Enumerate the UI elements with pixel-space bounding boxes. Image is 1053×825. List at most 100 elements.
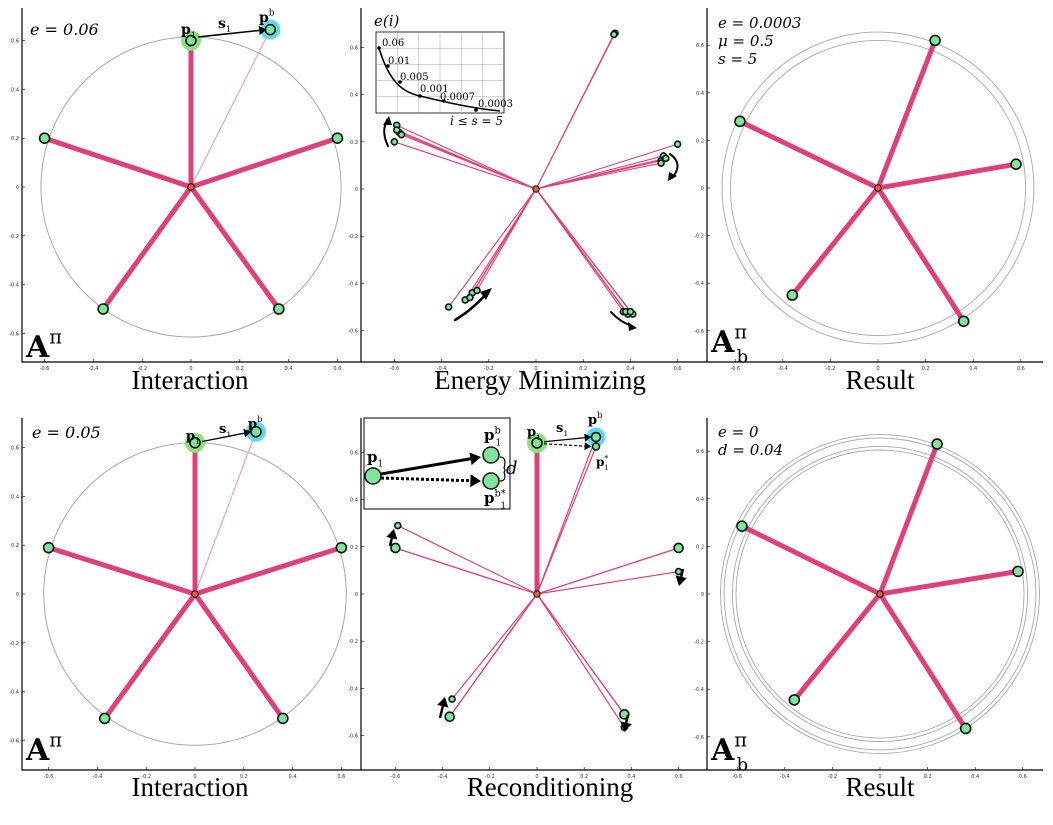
x-tick-label: 0.6	[1017, 366, 1025, 372]
node-1	[1010, 158, 1022, 170]
inset-node-pb	[482, 446, 500, 464]
spoke-2	[536, 593, 626, 716]
inset-label-pb: pb 1	[484, 425, 501, 448]
node-4	[42, 541, 55, 554]
spoke-1	[875, 161, 1019, 191]
y-tick-label: -0.6	[9, 738, 19, 744]
inset-value-1: 0.01	[388, 56, 410, 67]
motion-arrow-bottom-right-head	[620, 721, 632, 732]
inset-node-pbstar	[482, 472, 500, 490]
node-p1	[531, 437, 543, 449]
y-tick-label: -0.4	[694, 687, 704, 693]
spoke-iter-1-0	[535, 143, 679, 190]
spoke-3	[448, 593, 538, 718]
x-tick-label: -0.2	[484, 366, 494, 372]
inset-value-4: 0.0007	[440, 92, 475, 103]
spoke-3	[791, 591, 883, 703]
motion-arrow-left-head	[386, 529, 398, 540]
node-0	[931, 438, 943, 450]
x-tick-label: 0.6	[675, 774, 683, 780]
inset-title: e(i)	[374, 12, 400, 30]
spoke-1	[188, 135, 340, 190]
drag-spoke	[190, 29, 271, 188]
node-2	[277, 712, 289, 725]
node-pb	[264, 23, 277, 36]
inset-point-5	[474, 108, 478, 112]
y-tick-label: 0.6	[696, 449, 704, 455]
node-recond-4	[393, 521, 402, 530]
node-3	[786, 289, 799, 301]
d-label: d = 0.04	[718, 441, 783, 459]
result-circle-1	[723, 437, 1037, 751]
label-p1: p1	[527, 425, 541, 442]
spoke-4	[42, 135, 194, 190]
y-tick-label: 0.4	[350, 498, 358, 504]
spoke-iter-4-4	[396, 129, 537, 190]
node-3	[788, 694, 801, 706]
spoke-2	[877, 591, 969, 731]
node-iter-3-0	[444, 303, 453, 311]
y-tick-label: -0.4	[694, 281, 704, 287]
y-tick-label: -0.6	[694, 735, 704, 741]
inset-label-pbstar: pb* 1	[484, 488, 506, 511]
label-s1: s1	[556, 421, 568, 438]
mu-label: μ = 0.5	[718, 32, 774, 50]
node-iter-4-3	[397, 130, 406, 139]
motion-arrow-right-head	[675, 575, 687, 586]
x-tick-label: 0.6	[1019, 774, 1027, 780]
x-tick-label: 0	[876, 366, 879, 372]
inset-point-3	[418, 94, 422, 98]
x-tick-label: 0.6	[337, 774, 345, 780]
x-tick-label: 0.4	[969, 366, 977, 372]
motion-arrow-left	[388, 537, 394, 547]
node-1	[1012, 565, 1024, 578]
x-tick-label: -0.2	[828, 774, 838, 780]
center-node	[191, 590, 199, 598]
node-iter-0-1	[610, 30, 618, 39]
y-tick-label: -0.6	[694, 329, 704, 335]
node-2	[273, 303, 285, 315]
x-tick-label: 0.4	[285, 366, 293, 372]
x-tick-label: -0.6	[732, 774, 742, 780]
drag-spoke	[536, 436, 597, 595]
x-tick-label: -0.4	[437, 366, 447, 372]
spoke-0	[877, 441, 940, 597]
node-0	[929, 34, 941, 47]
label-pb: pb	[588, 410, 603, 428]
node-3	[444, 711, 455, 723]
y-tick-label: 0	[701, 186, 704, 192]
energy-label: e = 0	[718, 423, 759, 441]
caption-bottom-interaction: Interaction	[131, 772, 249, 802]
y-tick-label: -0.2	[9, 234, 19, 240]
spoke-2	[875, 185, 967, 324]
inset-point-0	[377, 46, 381, 50]
panel-bottom-result: 0.6 0.4 0.2 0 -0.2 -0.4 -0.6 -0.6 -0.4 -0.2 0 0.2 0.…	[694, 418, 1043, 780]
inset-arrow-solid	[380, 457, 471, 476]
x-tick-label: -0.6	[40, 366, 50, 372]
recondition-inset: p1 pb 1 pb* 1d	[363, 417, 518, 511]
panel-top-result: 0.6 0.4 0.2 0 -0.2 -0.4 -0.6 -0.6 -0.4 -0.2 0 0.2 0.…	[694, 8, 1043, 372]
spoke-1	[877, 568, 1021, 597]
node-iter-1-0	[673, 140, 682, 148]
y-tick-label: 0.4	[696, 497, 704, 503]
spoke-4	[46, 545, 198, 597]
y-tick-label: 0	[355, 592, 358, 598]
y-tick-label: -0.2	[694, 234, 704, 240]
x-tick-label: -0.4	[438, 774, 448, 780]
motion-arrow-bottom-right	[624, 714, 630, 724]
center-node	[187, 183, 195, 191]
motion-arrow-right-head	[668, 172, 677, 181]
spoke-iter-2-3	[535, 188, 627, 313]
inset-value-5: 0.0003	[478, 99, 513, 110]
y-tick-label: -0.4	[9, 690, 19, 696]
result-circle-2	[731, 445, 1029, 743]
x-tick-label: -0.6	[391, 774, 401, 780]
inset-value-3: 0.001	[420, 84, 449, 95]
energy-label: e = 0.0003	[718, 14, 801, 32]
node-4	[390, 542, 401, 554]
y-tick-label: -0.6	[348, 734, 358, 740]
motion-arrow-right	[679, 568, 685, 578]
motion-arrow-bottom-left-head	[437, 697, 449, 708]
node-iter-3-3	[466, 293, 474, 302]
